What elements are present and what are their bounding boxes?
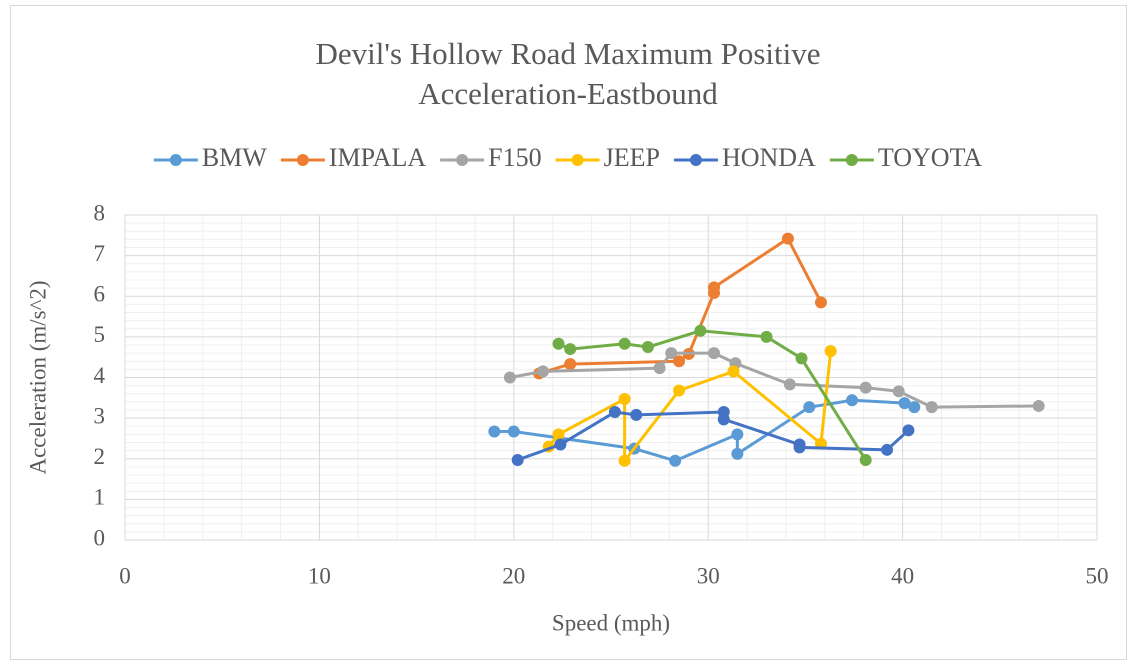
legend: BMW IMPALA F150 JEEP HONDA TOYOTA bbox=[153, 143, 983, 172]
legend-item: IMPALA bbox=[280, 143, 427, 172]
data-point bbox=[795, 352, 808, 365]
data-point bbox=[760, 330, 773, 343]
data-point bbox=[673, 384, 686, 397]
data-point bbox=[708, 347, 721, 360]
data-point bbox=[618, 337, 631, 350]
legend-label: TOYOTA bbox=[878, 143, 983, 172]
data-point bbox=[781, 232, 794, 245]
legend-marker bbox=[456, 154, 469, 166]
data-point bbox=[673, 355, 686, 368]
y-tick-label: 8 bbox=[94, 200, 106, 225]
data-point bbox=[653, 362, 666, 375]
data-point bbox=[731, 428, 744, 441]
data-point bbox=[717, 413, 730, 426]
legend-label: F150 bbox=[488, 143, 541, 172]
data-point bbox=[608, 406, 621, 419]
data-point bbox=[552, 337, 565, 350]
legend-item: JEEP bbox=[555, 143, 660, 172]
data-point bbox=[727, 365, 740, 378]
data-point bbox=[554, 438, 567, 451]
data-point bbox=[881, 443, 894, 456]
legend-label: JEEP bbox=[604, 143, 660, 172]
legend-item: TOYOTA bbox=[829, 143, 983, 172]
data-point bbox=[846, 394, 859, 407]
y-tick-label: 2 bbox=[94, 444, 106, 469]
series-line bbox=[538, 236, 823, 375]
data-point bbox=[731, 447, 744, 460]
legend-label: BMW bbox=[202, 143, 267, 172]
x-tick-label: 0 bbox=[119, 563, 131, 588]
y-tick-label: 6 bbox=[94, 282, 106, 307]
legend-label: HONDA bbox=[722, 143, 816, 172]
series-line bbox=[494, 398, 915, 463]
data-point bbox=[503, 371, 516, 384]
data-point bbox=[902, 424, 915, 437]
data-point bbox=[507, 425, 520, 438]
x-tick-label: 10 bbox=[308, 563, 331, 588]
series-line bbox=[557, 329, 867, 461]
data-point bbox=[1032, 399, 1045, 412]
data-point bbox=[783, 378, 796, 391]
data-point bbox=[511, 453, 524, 466]
y-tick-label: 3 bbox=[94, 403, 106, 428]
data-point bbox=[488, 425, 501, 438]
data-point bbox=[641, 341, 654, 354]
chart-border bbox=[10, 5, 1127, 660]
legend-marker bbox=[689, 154, 702, 166]
y-tick-label: 1 bbox=[94, 485, 106, 510]
x-tick-label: 50 bbox=[1086, 563, 1109, 588]
x-axis-label: Speed (mph) bbox=[552, 610, 670, 635]
legend-item: HONDA bbox=[673, 143, 816, 172]
legend-item: BMW bbox=[153, 143, 267, 172]
data-point bbox=[665, 347, 678, 360]
y-axis-label: Acceleration (m/s^2) bbox=[25, 280, 50, 474]
data-point bbox=[824, 345, 837, 358]
data-point bbox=[618, 393, 631, 406]
data-point bbox=[814, 296, 827, 309]
data-point bbox=[618, 454, 631, 467]
y-tick-label: 5 bbox=[94, 322, 106, 347]
data-point bbox=[925, 401, 938, 414]
legend-marker bbox=[296, 154, 309, 166]
y-tick-label: 4 bbox=[94, 363, 106, 388]
data-point bbox=[669, 454, 682, 467]
data-point bbox=[564, 358, 577, 371]
data-point bbox=[793, 441, 806, 454]
legend-marker bbox=[845, 154, 858, 166]
data-point bbox=[859, 453, 872, 466]
chart-title: Devil's Hollow Road Maximum Positive Acc… bbox=[315, 36, 821, 111]
data-point bbox=[892, 385, 905, 398]
data-point bbox=[908, 401, 921, 414]
x-tick-label: 30 bbox=[697, 563, 720, 588]
legend-label: IMPALA bbox=[329, 143, 427, 172]
data-point bbox=[552, 428, 565, 441]
data-point bbox=[898, 397, 911, 410]
data-point bbox=[859, 381, 872, 394]
y-tick-label: 7 bbox=[94, 241, 106, 266]
series-line bbox=[547, 350, 833, 466]
data-point bbox=[630, 408, 643, 421]
legend-marker bbox=[169, 154, 182, 166]
x-tick-label: 20 bbox=[502, 563, 525, 588]
y-tick-label: 0 bbox=[94, 525, 106, 550]
legend-item: F150 bbox=[440, 143, 542, 172]
legend-marker bbox=[571, 154, 584, 166]
data-point bbox=[803, 401, 816, 414]
data-point bbox=[564, 343, 577, 356]
x-tick-label: 40 bbox=[891, 563, 914, 588]
data-point bbox=[708, 281, 721, 294]
data-point bbox=[536, 365, 549, 378]
data-point bbox=[694, 324, 707, 337]
